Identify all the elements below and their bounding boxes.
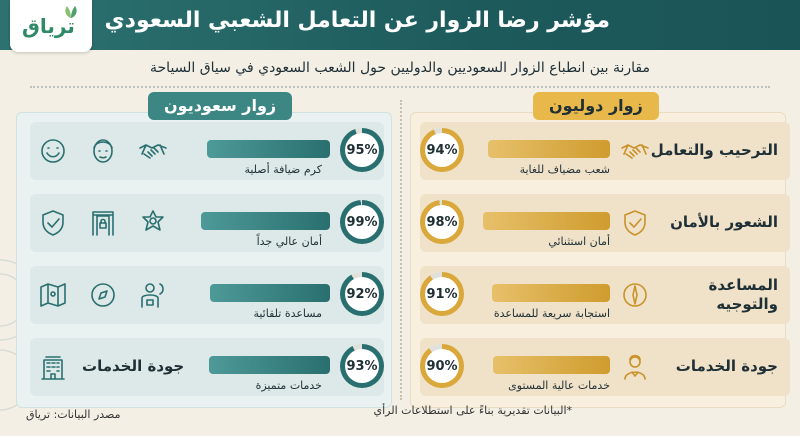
hotel-icon: [41, 356, 65, 380]
handshake-icon: [139, 144, 167, 159]
international-bar-label: استجابة سريعة للمساعدة: [493, 307, 610, 320]
map-icon: [40, 283, 66, 307]
page-title: مؤشر رضا الزوار عن التعامل الشعبي السعود…: [104, 8, 610, 33]
international-progress-ring: 94%: [420, 128, 464, 172]
logo-text: ترياق: [22, 14, 75, 38]
subtitle: مقارنة بين انطباع الزوار السعوديين والدو…: [150, 60, 650, 76]
header-bar: مؤشر رضا الزوار عن التعامل الشعبي السعود…: [0, 0, 800, 52]
footnote: *البيانات تقديرية بناءً على استطلاعات ال…: [373, 404, 572, 417]
logo: ترياق: [10, 0, 92, 52]
saudi-bar-label: خدمات متميزة: [255, 379, 322, 392]
international-bar-label: شعب مضياف للغاية: [519, 163, 610, 176]
saudi-bar: [209, 356, 330, 374]
category-label: جودة الخدمات: [675, 357, 778, 375]
percent-label: 95%: [345, 133, 379, 167]
saudi-row: 93% خدمات متميزة جودة الخدمات: [30, 338, 384, 396]
handshake-icon: [621, 144, 649, 159]
saudi-bar-label: أمان عالي جداً: [256, 235, 322, 248]
percent-label: 99%: [345, 205, 379, 239]
category-label: المساعدة والتوجيه: [708, 276, 779, 313]
international-progress-ring: 91%: [420, 272, 464, 316]
saudi-row: 95% كرم ضيافة أصلية: [30, 122, 384, 180]
international-row: 98% أمان استثنائي الشعور بالأمان: [420, 194, 790, 252]
percent-label: 92%: [345, 277, 379, 311]
shield-check-icon: [42, 210, 64, 236]
saudi-bar: [206, 140, 330, 158]
international-bar: [487, 140, 610, 158]
compass-icon: [91, 283, 115, 307]
saudi-progress-ring: 99%: [340, 200, 384, 244]
smile-icon: [41, 139, 65, 163]
man-face-icon: [93, 139, 113, 163]
international-row: 91% استجابة سريعة للمساعدة المساعدة والتوج…: [420, 266, 790, 324]
international-row: 90% خدمات عالية المستوى جودة الخدمات: [420, 338, 790, 396]
leaf-icon: [65, 6, 77, 18]
international-bar: [491, 284, 610, 302]
international-series-tag: زوار دوليون: [533, 92, 659, 120]
international-bar: [482, 212, 610, 230]
saudi-bar: [201, 212, 330, 230]
percent-label: 94%: [425, 133, 459, 167]
saudi-row: 99% أمان عالي جداً: [30, 194, 384, 252]
international-bar-label: أمان استثنائي: [548, 235, 610, 248]
dotted-separator: [30, 86, 770, 88]
saudi-progress-ring: 92%: [340, 272, 384, 316]
center-divider: [400, 100, 402, 400]
category-label: الشعور بالأمان: [670, 213, 778, 231]
police-badge-icon: [142, 210, 164, 231]
international-progress-ring: 98%: [420, 200, 464, 244]
guide-person-icon: [141, 283, 164, 308]
saudi-bar-label: مساعدة تلقائية: [253, 307, 322, 320]
service-staff-icon: [624, 354, 646, 380]
percent-label: 98%: [425, 205, 459, 239]
percent-label: 90%: [425, 349, 459, 383]
compass-person-icon: [623, 283, 647, 307]
international-row: 94% شعب مضياف للغاية الترحيب والتعامل: [420, 122, 790, 180]
percent-label: 91%: [425, 277, 459, 311]
percent-label: 93%: [345, 349, 379, 383]
international-bar: [493, 356, 610, 374]
shield-check-icon: [624, 210, 646, 236]
category-label: جودة الخدمات: [82, 357, 185, 375]
saudi-bar: [210, 284, 330, 302]
saudi-row: 92% مساعدة تلقائية: [30, 266, 384, 324]
saudi-progress-ring: 95%: [340, 128, 384, 172]
saudi-progress-ring: 93%: [340, 344, 384, 388]
saudi-series-tag: زوار سعوديون: [148, 92, 293, 120]
saudi-bar-label: كرم ضيافة أصلية: [244, 163, 322, 176]
category-label: الترحيب والتعامل: [650, 141, 778, 159]
data-source: مصدر البيانات: ترياق: [26, 408, 121, 421]
security-gate-icon: [92, 211, 114, 236]
international-progress-ring: 90%: [420, 344, 464, 388]
international-bar-label: خدمات عالية المستوى: [508, 379, 610, 392]
